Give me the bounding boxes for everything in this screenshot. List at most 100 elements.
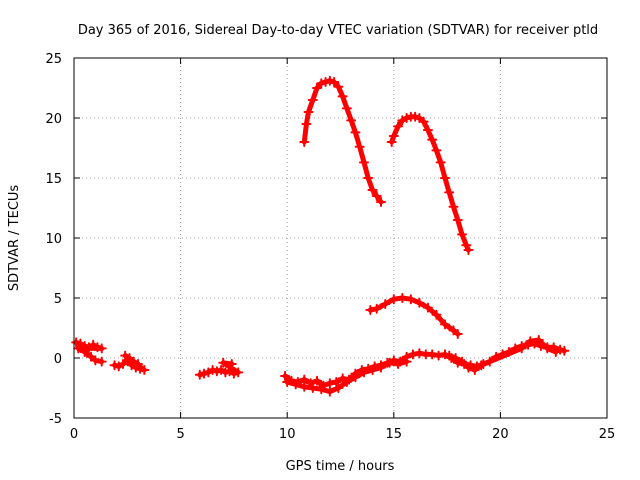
data-point — [550, 347, 561, 357]
data-point — [220, 367, 231, 378]
data-point — [354, 141, 365, 152]
data-point — [290, 379, 301, 390]
data-point — [463, 362, 474, 373]
x-tick-labels: 0 5 10 15 20 25 — [70, 427, 615, 442]
data-point — [333, 81, 344, 92]
data-point — [414, 297, 425, 308]
data-point — [79, 347, 90, 357]
y-axis-title: SDTVAR / TECUs — [7, 185, 22, 292]
data-point — [533, 335, 544, 345]
y-tick-label: 0 — [54, 352, 62, 367]
x-tick-label: 20 — [492, 427, 509, 442]
series-line-seg-6 — [446, 337, 559, 373]
data-point — [407, 349, 418, 360]
data-point — [410, 111, 421, 122]
x-tick-label: 15 — [386, 427, 403, 442]
data-point — [331, 377, 342, 387]
data-point — [324, 75, 335, 86]
data-point — [367, 185, 378, 195]
data-point — [457, 229, 468, 240]
data-point — [358, 367, 369, 378]
data-point — [341, 377, 352, 387]
data-point — [320, 77, 331, 87]
data-point — [350, 372, 361, 383]
y-tick-label: 5 — [54, 292, 62, 307]
data-point — [346, 115, 357, 126]
data-point — [139, 365, 150, 375]
y-tick-label: 15 — [45, 172, 62, 187]
data-point — [337, 91, 348, 102]
data-point — [132, 359, 143, 369]
data-point — [350, 127, 361, 138]
data-point — [324, 378, 335, 389]
data-point — [516, 343, 527, 354]
data-point — [401, 113, 412, 123]
y-tick-label: 20 — [45, 112, 62, 127]
x-tick-label: 25 — [599, 427, 616, 442]
data-point — [469, 365, 480, 375]
data-point — [109, 360, 120, 371]
x-tick-label: 5 — [176, 427, 184, 442]
chart-title: Day 365 of 2016, Sidereal Day-to-day VTE… — [78, 23, 598, 38]
data-point — [422, 302, 433, 313]
y-tick-label: -5 — [49, 412, 62, 427]
data-point — [388, 294, 399, 305]
series-line-arc-2 — [389, 114, 471, 253]
data-point — [312, 83, 323, 93]
y-tick-label: 10 — [45, 232, 62, 247]
data-point — [452, 215, 463, 225]
data-point — [388, 131, 399, 141]
data-point — [226, 359, 237, 369]
data-point — [211, 366, 222, 377]
data-point — [427, 349, 438, 360]
x-axis-title: GPS time / hours — [286, 459, 395, 474]
data-point — [96, 343, 107, 354]
data-point — [341, 103, 352, 114]
data-point — [380, 299, 391, 309]
data-point — [386, 137, 397, 147]
data-point — [444, 187, 455, 198]
data-point — [431, 145, 442, 156]
data-point — [282, 377, 293, 387]
data-point — [452, 329, 463, 339]
data-point — [418, 116, 429, 127]
data-point — [405, 294, 416, 305]
x-tick-label: 10 — [279, 427, 296, 442]
data-point — [307, 383, 318, 393]
data-point — [435, 157, 446, 168]
data-point — [431, 309, 442, 320]
data-point — [92, 342, 103, 353]
data-point — [422, 125, 433, 135]
data-point — [376, 197, 387, 207]
data-point — [476, 360, 487, 371]
data-point — [324, 386, 335, 397]
data-point — [307, 95, 318, 105]
data-point — [376, 362, 387, 373]
data-point — [301, 119, 312, 129]
data-point — [299, 381, 310, 392]
data-point — [433, 350, 444, 361]
data-point — [414, 348, 425, 359]
data-point — [525, 336, 536, 347]
data-point — [450, 353, 461, 363]
data-point — [457, 356, 468, 367]
data-point — [280, 371, 291, 381]
data-point — [316, 78, 327, 89]
data-point — [316, 384, 327, 395]
data-point — [233, 367, 244, 378]
ticks — [73, 57, 608, 419]
data-point — [303, 107, 314, 117]
data-point — [218, 357, 229, 368]
data-point — [71, 337, 82, 348]
data-point — [96, 356, 107, 367]
data-point — [333, 383, 344, 393]
data-point — [299, 137, 310, 147]
data-point — [371, 303, 382, 314]
data-point — [228, 368, 239, 379]
data-point — [542, 343, 553, 354]
data-point — [384, 357, 395, 368]
data-point — [90, 355, 101, 366]
data-point — [559, 345, 570, 356]
data-point — [365, 305, 376, 315]
